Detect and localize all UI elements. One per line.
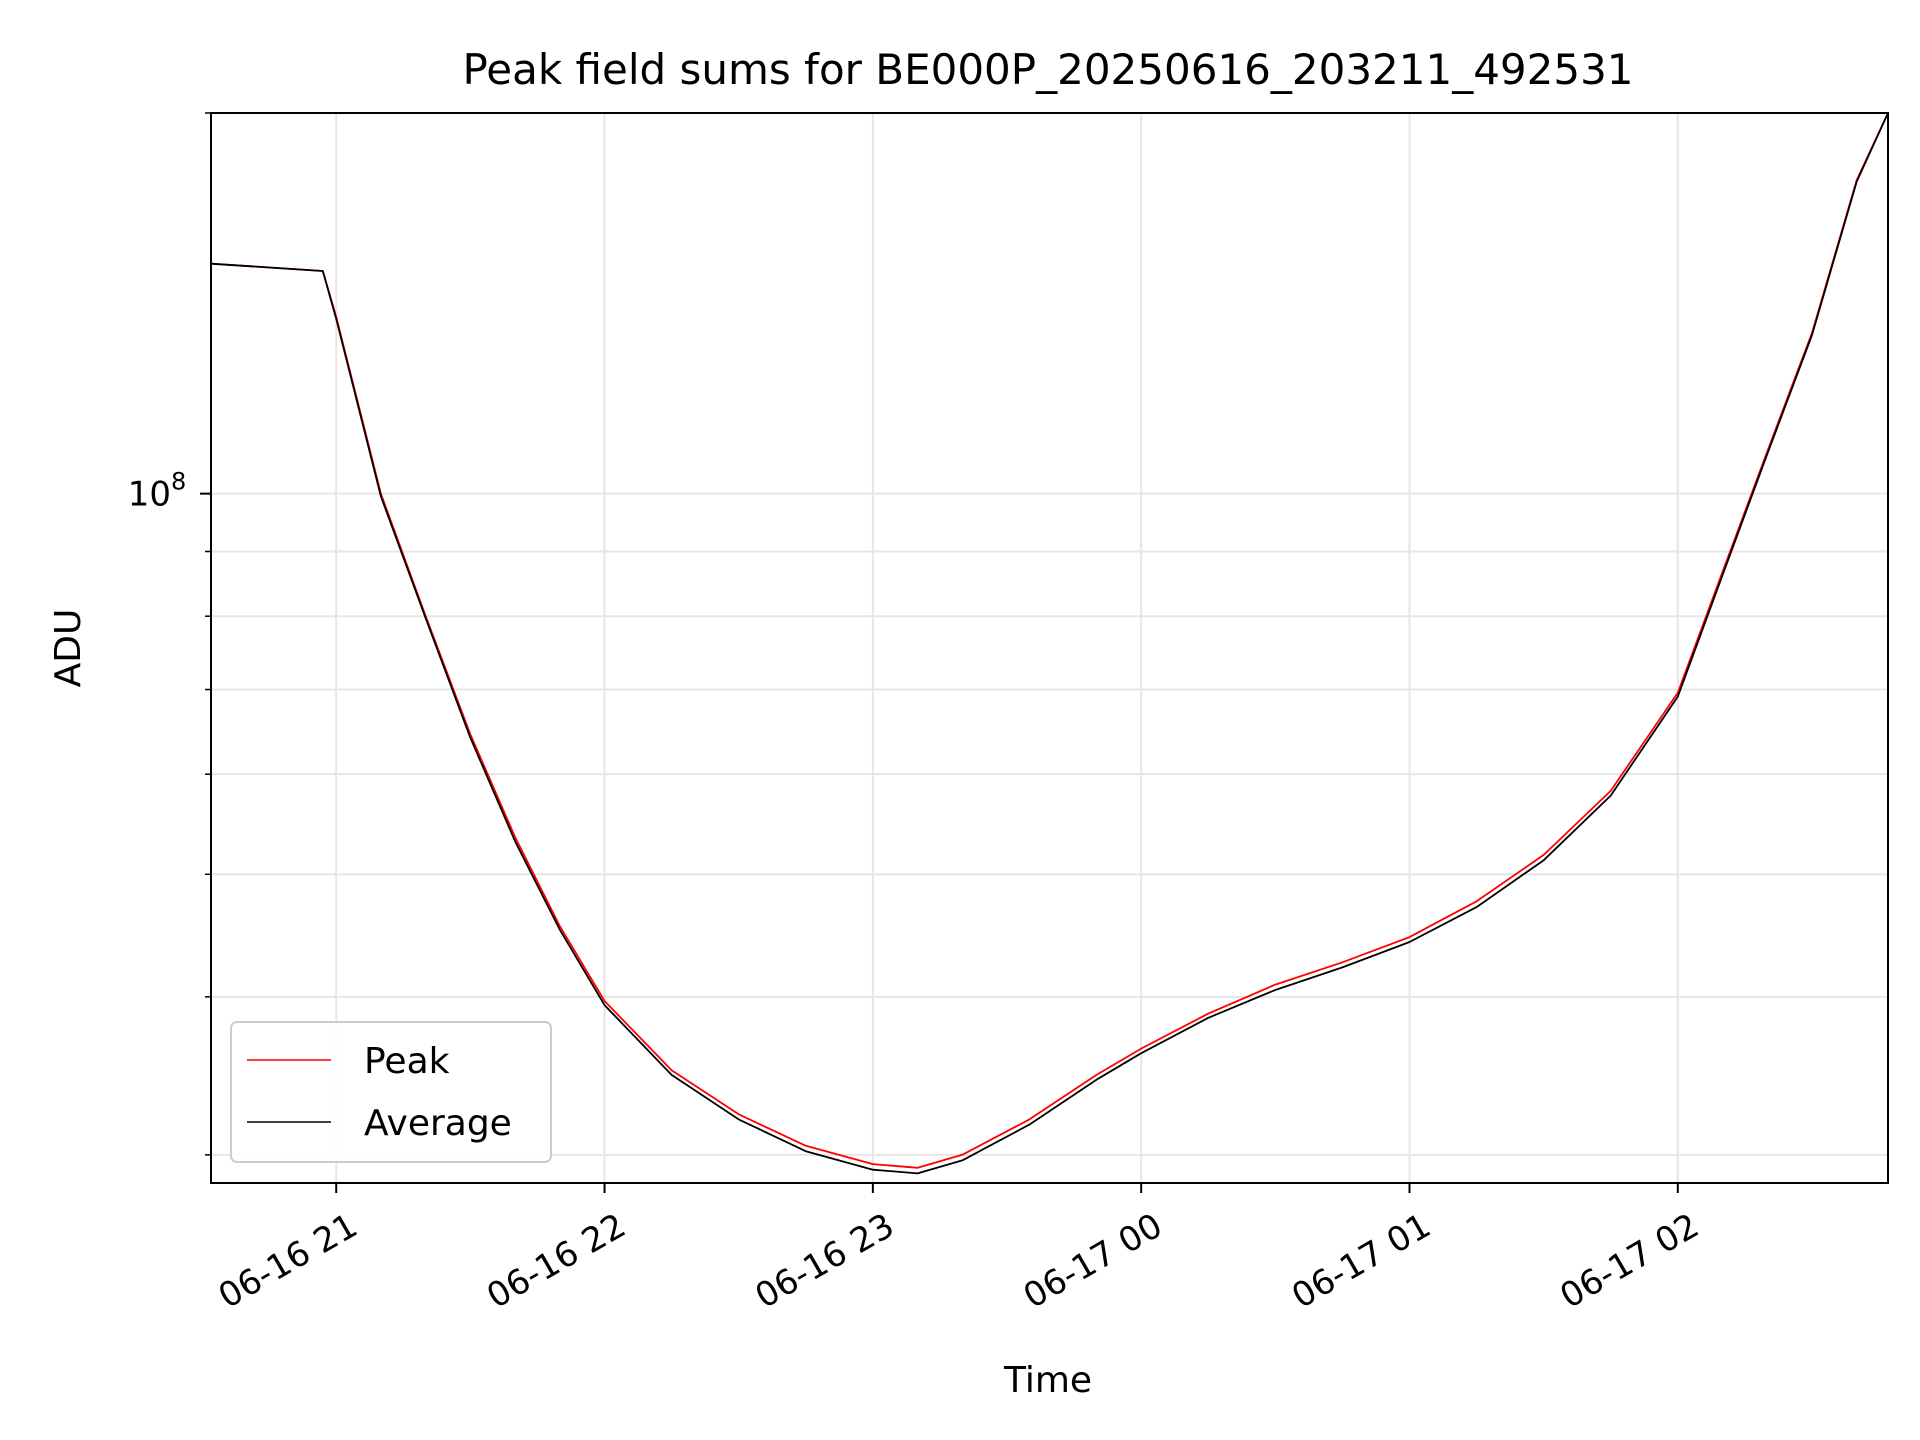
legend-box [230, 1021, 552, 1163]
legend-label-peak: Peak [364, 1041, 450, 1082]
y-tick-exponent: 8 [171, 468, 186, 496]
series-line-peak [210, 112, 1889, 1169]
y-axis-label: ADU [48, 609, 89, 688]
series-layer [210, 112, 1889, 1175]
legend: Peak Average [230, 1021, 552, 1163]
series-line-average [210, 112, 1889, 1175]
legend-label-average: Average [364, 1103, 512, 1144]
y-tick-base: 10 [128, 475, 171, 515]
plot-frame [210, 112, 1889, 1184]
x-axis-label: Time [1003, 1360, 1092, 1401]
chart-title: Peak field sums for BE000P_20250616_2032… [462, 45, 1633, 94]
y-tick-label-major: 10 8 [128, 468, 187, 515]
